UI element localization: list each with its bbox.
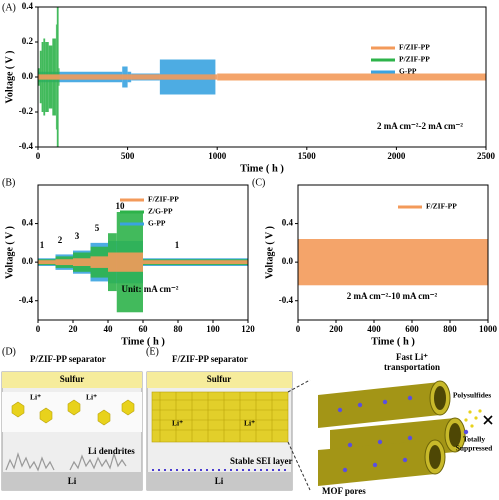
annotation: 2 mA cm⁻²-2 mA cm⁻² <box>377 121 463 131</box>
legend-label: G-PP <box>148 219 166 228</box>
dendrites <box>5 451 127 472</box>
mof-particles <box>11 399 135 426</box>
panel-label: (D) <box>2 346 16 357</box>
anode-label: Li <box>215 476 224 486</box>
x-tick-label: 100 <box>206 324 220 334</box>
x-tick-label: 1000 <box>208 151 227 161</box>
voltage-band <box>217 73 486 81</box>
y-tick-label: 0.0 <box>282 256 294 266</box>
voltage-band <box>38 260 56 265</box>
x-tick-label: 600 <box>405 324 419 334</box>
sulfur-label: Sulfur <box>60 374 85 384</box>
anode-label: Li <box>68 476 77 486</box>
dendrites-label: Li dendrites <box>88 446 135 456</box>
x-axis-label: Time ( h ) <box>371 336 415 347</box>
y-tick-label: 0.0 <box>22 256 34 266</box>
x-tick-label: 80 <box>174 324 184 334</box>
ion-label: Li⁺ <box>30 393 41 402</box>
annotation: 5 <box>95 223 100 233</box>
x-tick-label: 0 <box>296 324 301 334</box>
x-tick-label: 2500 <box>477 151 496 161</box>
y-tick-label: -0.4 <box>19 141 34 151</box>
legend-label: G-PP <box>399 67 417 76</box>
annotation: 2 mA cm⁻²-10 mA cm⁻² <box>347 291 438 301</box>
voltage-band <box>143 260 248 265</box>
ion-label: Li⁺ <box>244 419 255 428</box>
x-tick-label: 40 <box>104 324 114 334</box>
diagram-e: (E) F/ZIF-PP separator Sulfur Li⁺ Li⁺ St… <box>146 346 311 491</box>
sulfur-layer <box>2 372 142 388</box>
sei-label: Stable SEI layer <box>230 456 293 466</box>
x-tick-label: 60 <box>139 324 149 334</box>
y-axis-label: Voltage ( V ) <box>4 226 15 279</box>
x-tick-label: 500 <box>121 151 135 161</box>
pores-label: MOF pores <box>322 486 366 496</box>
voltage-band <box>38 74 218 80</box>
mof-grid <box>152 392 288 442</box>
y-tick-label: -0.2 <box>19 106 34 116</box>
sulfur-label: Sulfur <box>207 374 232 384</box>
separator-title: P/ZIF-PP separator <box>30 354 106 364</box>
mof-tubes <box>318 380 493 486</box>
y-tick-label: 0.2 <box>22 36 34 46</box>
voltage-band <box>55 259 73 266</box>
voltage-band <box>73 258 91 266</box>
x-tick-label: 0 <box>36 324 41 334</box>
suppressed-label: Suppressed <box>456 444 493 453</box>
x-tick-label: 0 <box>36 151 41 161</box>
polysulfides-label: Polysulfides <box>453 391 491 400</box>
x-tick-label: 120 <box>241 324 255 334</box>
legend-label: P/ZIF-PP <box>399 55 430 64</box>
annotation: 1 <box>40 240 45 250</box>
y-tick-label: 0.0 <box>22 71 34 81</box>
ion-label: Li⁺ <box>172 419 183 428</box>
y-tick-label: 0.4 <box>22 1 34 11</box>
separator-title: F/ZIF-PP separator <box>172 354 248 364</box>
annotation: 3 <box>75 231 80 241</box>
zoom-lines <box>287 379 311 491</box>
y-axis-label: Voltage ( V ) <box>4 51 15 104</box>
plot-frame <box>297 184 489 321</box>
legend-label: F/ZIF-PP <box>148 195 179 204</box>
annotation: Unit: mA cm⁻² <box>122 284 179 294</box>
y-axis-label: Voltage ( V ) <box>264 226 275 279</box>
x-axis-label: Time ( h ) <box>121 336 165 347</box>
annotation: 2 <box>58 235 63 245</box>
legend-label: F/ZIF-PP <box>399 43 430 52</box>
x-tick-label: 1000 <box>479 324 498 334</box>
x-tick-label: 20 <box>69 324 79 334</box>
x-tick-label: 800 <box>443 324 457 334</box>
ion-label: Li⁺ <box>86 393 97 402</box>
sulfur-layer <box>147 372 292 388</box>
x-tick-label: 200 <box>329 324 343 334</box>
voltage-band <box>298 239 488 286</box>
legend-label: F/ZIF-PP <box>426 202 457 211</box>
panel-label: (B) <box>2 177 15 188</box>
y-tick-label: -0.4 <box>19 295 34 305</box>
mof-layer <box>151 391 289 443</box>
fast-label: Fast Li⁺ <box>396 352 428 362</box>
annotation: 1 <box>175 240 180 250</box>
x-tick-label: 400 <box>367 324 381 334</box>
fast-label: transportation <box>384 362 440 372</box>
li-anode <box>147 472 292 490</box>
y-tick-label: -0.4 <box>279 295 294 305</box>
annotation: 10 <box>116 201 126 211</box>
x-tick-label: 1500 <box>298 151 317 161</box>
legend-label: Z/G-PP <box>148 207 173 216</box>
li-anode <box>2 472 142 490</box>
suppressed-label: Totally <box>463 435 485 444</box>
voltage-band <box>108 252 143 272</box>
panel-label: (E) <box>146 346 159 357</box>
diagram-d: (D) P/ZIF-PP separator Sulfur Li⁺ Li⁺ Li… <box>1 346 143 491</box>
panel-label: (C) <box>252 177 265 188</box>
x-tick-label: 2000 <box>387 151 406 161</box>
y-tick-label: 0.4 <box>22 218 34 228</box>
voltage-band <box>90 256 108 268</box>
panel-label: (A) <box>2 2 16 13</box>
x-axis-label: Time ( h ) <box>240 163 284 174</box>
y-tick-label: 0.4 <box>282 218 294 228</box>
